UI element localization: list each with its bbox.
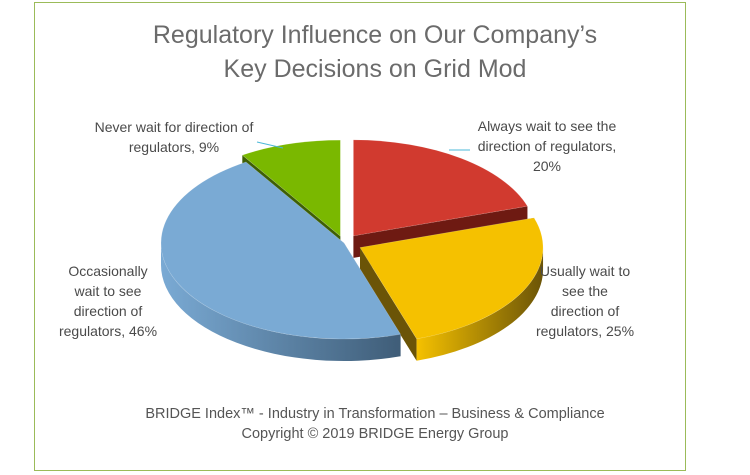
data-label-line: Never wait for direction of (95, 119, 254, 135)
data-label-line: regulators, 25% (536, 323, 634, 339)
footer-source: BRIDGE Index™ - Industry in Transformati… (145, 406, 605, 422)
data-label-line: regulators, 46% (59, 323, 157, 339)
data-label-line: wait to see (74, 283, 142, 299)
chart-title-line1: Regulatory Influence on Our Company’s (152, 21, 598, 49)
data-label-line: direction of (551, 303, 620, 319)
pie-slice-4 (241, 139, 341, 237)
data-label-line: Always wait to see the (478, 118, 617, 134)
slice-cut-face (360, 247, 417, 361)
data-label-line: see the (562, 283, 608, 299)
pie-slice-3 (160, 161, 402, 340)
data-label-line: 20% (533, 158, 561, 174)
data-label-line: Usually wait to (540, 263, 630, 279)
data-label-4: Never wait for direction of regulators, 9… (95, 119, 254, 155)
footer-copyright: Copyright © 2019 BRIDGE Energy Group (241, 426, 509, 442)
data-label-2: Usually wait to see the direction of regula… (536, 263, 634, 339)
data-label-1: Always wait to see the direction of regul… (478, 118, 617, 174)
data-label-line: regulators, 9% (129, 139, 219, 155)
data-label-line: direction of regulators, (478, 138, 617, 154)
slice-side-wall (416, 247, 544, 361)
data-label-line: direction of (74, 303, 143, 319)
data-label-line: Occasionally (68, 263, 147, 279)
data-label-3: Occasionally wait to see direction of regul… (59, 263, 157, 339)
leader-line (256, 141, 284, 149)
pie-slice-1 (353, 139, 528, 237)
pie-slice-2 (359, 217, 544, 340)
slice-side-wall (161, 243, 401, 362)
chart-title-line2: Key Decisions on Grid Mod (223, 55, 527, 83)
